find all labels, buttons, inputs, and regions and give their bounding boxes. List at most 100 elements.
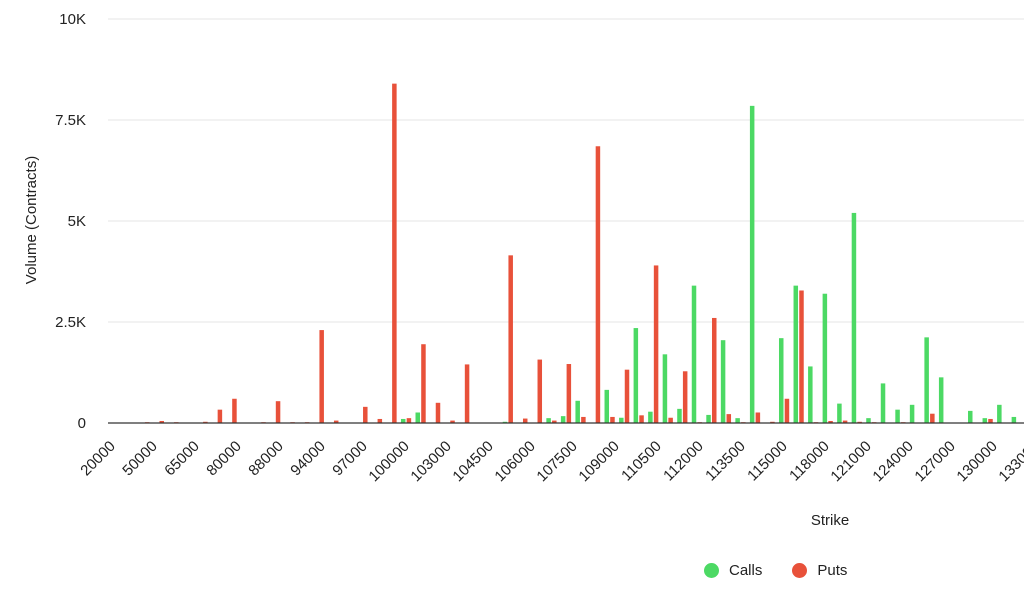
y-tick-label: 7.5K [55,112,86,129]
puts-bar-116000 [799,290,804,423]
legend: Calls Puts [704,562,847,579]
x-tick-label: 104500 [449,438,496,485]
puts-bar-118000 [828,420,833,423]
x-tick-label: 124000 [869,438,916,485]
calls-bar-117000 [808,366,813,423]
puts-bar-107000 [566,364,572,423]
puts-bar-105500 [522,418,528,423]
y-tick-label: 0 [78,415,86,432]
calls-bar-122000 [880,383,886,423]
puts-bar-111000 [682,371,688,423]
calls-legend-dot-icon [704,563,719,578]
puts-bar-112000 [711,317,717,423]
calls-bar-116000 [793,285,799,423]
calls-bar-107500 [575,400,580,423]
puts-bar-101000 [421,344,426,423]
puts-bar-110000 [653,265,659,423]
calls-bar-121000 [866,418,871,423]
calls-bar-133000 [1011,416,1017,423]
calls-bar-109500 [633,328,639,423]
calls-bar-105000 [502,421,508,423]
x-tick-label: 112000 [660,438,707,485]
puts-bar-110500 [668,417,673,423]
y-tick-label: 5K [68,213,86,230]
calls-bar-115000 [778,338,784,423]
calls-bar-113500 [749,105,755,424]
calls-bar-100000 [400,418,406,423]
calls-bar-107000 [560,416,566,423]
calls-bar-118000 [822,293,828,423]
x-tick-label: 127000 [911,438,958,485]
puts-bar-107500 [581,416,586,423]
puts-bar-108500 [610,416,615,423]
gridlines [108,18,1024,323]
calls-bar-110500 [662,354,668,423]
x-tick-label: 110500 [618,438,665,485]
x-tick-label: 115000 [744,438,791,485]
puts-bar-108000 [595,146,601,423]
y-tick-label: 2.5K [55,314,86,331]
x-axis-ticks: 20000 50000 65000 80000 88000 94000 9700010000… [77,438,1024,485]
puts-bar-99000 [392,83,397,423]
calls-bar-123000 [895,409,900,423]
puts-bar-60000 [159,420,164,423]
puts-bar-105000 [508,255,513,423]
y-axis-ticks: 0 2.5K 5K 7.5K 10K [55,11,86,432]
x-tick-label: 65000 [161,438,203,480]
legend-item-calls[interactable]: Calls [704,562,762,579]
calls-bar-106500 [546,418,551,423]
puts-bar-95000 [333,420,339,423]
calls-bar-108500 [604,389,610,423]
calls-bar-110000 [648,411,653,423]
puts-bar-112500 [726,414,732,423]
puts-bar-125000 [930,413,935,423]
puts-bar-119000 [842,420,848,423]
legend-label-calls: Calls [729,562,763,579]
x-tick-label: 130000 [953,438,1000,485]
puts-bar-100000 [406,418,412,423]
calls-bar-111000 [677,408,682,423]
x-tick-label: 121000 [827,438,874,485]
puts-bar-88000 [275,401,281,423]
y-axis-title: Volume (Contracts) [23,156,40,284]
puts-bar-109500 [639,415,644,423]
calls-bar-130000 [982,418,988,423]
puts-bar-103000 [450,420,455,423]
x-axis-title: Strike [811,512,849,529]
y-tick-label: 10K [59,11,86,28]
calls-bar-119000 [837,403,842,423]
x-tick-label: 106000 [491,438,538,485]
calls-bar-112500 [720,340,726,423]
puts-bar-114000 [770,421,775,423]
puts-bar-80000 [232,398,237,423]
x-tick-label: 103000 [407,438,454,485]
puts-bar-113500 [755,412,761,423]
puts-bar-78000 [217,409,223,423]
legend-item-puts[interactable]: Puts [792,562,847,579]
x-tick-label: 133000 [995,438,1024,485]
legend-label-puts: Puts [817,562,848,579]
x-tick-label: 80000 [203,438,245,480]
puts-legend-dot-icon [792,563,808,578]
puts-bar-75000 [203,421,208,423]
puts-bar-94000 [319,330,324,423]
puts-bar-103500 [464,364,470,423]
calls-bar-132000 [997,404,1002,423]
x-tick-label: 107500 [533,438,580,485]
puts-bar-115000 [784,398,790,423]
calls-bar-111500 [691,285,697,423]
puts-bar-109000 [624,369,630,423]
x-tick-label: 109000 [575,438,622,485]
calls-bar-128000 [968,410,973,423]
calls-bar-124000 [909,404,915,423]
x-tick-label: 20000 [77,438,119,480]
puts-bar-106000 [537,359,543,423]
x-tick-label: 113500 [702,438,749,485]
x-tick-label: 94000 [287,438,329,480]
puts-bar-120000 [857,421,862,423]
x-tick-label: 100000 [365,438,412,485]
calls-bar-109000 [619,417,624,423]
x-tick-label: 50000 [119,438,161,480]
calls-bar-120000 [851,212,857,423]
